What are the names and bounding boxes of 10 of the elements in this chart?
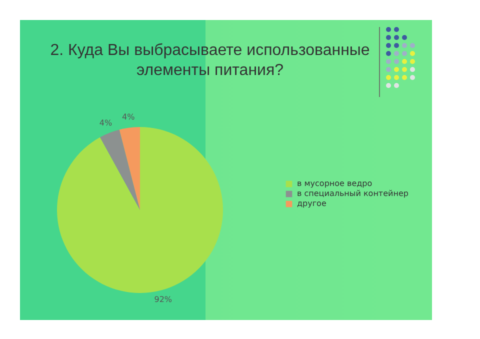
pie-slice <box>100 130 140 210</box>
data-label: 4% <box>122 112 136 122</box>
legend-label: в мусорное ведро <box>297 179 372 188</box>
legend-label: другое <box>297 199 326 208</box>
data-label: 92% <box>154 295 172 304</box>
chart-title: 2. Куда Вы выбрасываете использованные элементы питания? <box>50 42 370 79</box>
legend-label: в специальный контейнер <box>297 189 408 198</box>
data-label: 4% <box>99 118 113 128</box>
pie-slice <box>119 127 140 210</box>
pie-slice <box>57 127 223 293</box>
